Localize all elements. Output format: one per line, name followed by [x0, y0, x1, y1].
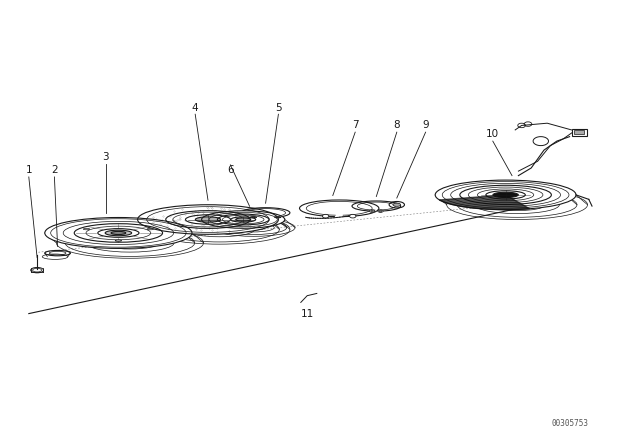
Ellipse shape [252, 217, 255, 218]
Ellipse shape [147, 228, 154, 230]
Ellipse shape [236, 218, 251, 221]
Ellipse shape [435, 180, 576, 210]
Text: 8: 8 [394, 121, 400, 130]
Ellipse shape [105, 230, 132, 236]
Polygon shape [440, 195, 530, 210]
Text: 11: 11 [301, 309, 314, 319]
Ellipse shape [380, 210, 382, 212]
Text: 2: 2 [51, 165, 58, 175]
Ellipse shape [202, 211, 285, 228]
Bar [572, 129, 587, 136]
Ellipse shape [349, 214, 356, 218]
Text: 10: 10 [486, 129, 499, 139]
Ellipse shape [369, 210, 374, 212]
Bar [574, 130, 584, 134]
Ellipse shape [115, 240, 122, 241]
Ellipse shape [276, 217, 280, 218]
Text: 1: 1 [26, 165, 32, 175]
Ellipse shape [195, 217, 221, 222]
Ellipse shape [393, 203, 401, 207]
Ellipse shape [323, 214, 329, 218]
Ellipse shape [378, 210, 383, 212]
Ellipse shape [45, 218, 192, 248]
Ellipse shape [371, 210, 373, 212]
Text: 9: 9 [422, 121, 429, 130]
Text: 5: 5 [275, 103, 282, 112]
Ellipse shape [83, 228, 90, 230]
Ellipse shape [111, 232, 125, 234]
Text: 6: 6 [227, 165, 234, 175]
Ellipse shape [493, 192, 518, 198]
Ellipse shape [250, 216, 257, 218]
Text: 3: 3 [102, 152, 109, 162]
Text: 4: 4 [192, 103, 198, 112]
Ellipse shape [275, 216, 281, 218]
Text: 00305753: 00305753 [551, 419, 588, 428]
Ellipse shape [138, 205, 278, 234]
Text: 7: 7 [352, 121, 358, 130]
